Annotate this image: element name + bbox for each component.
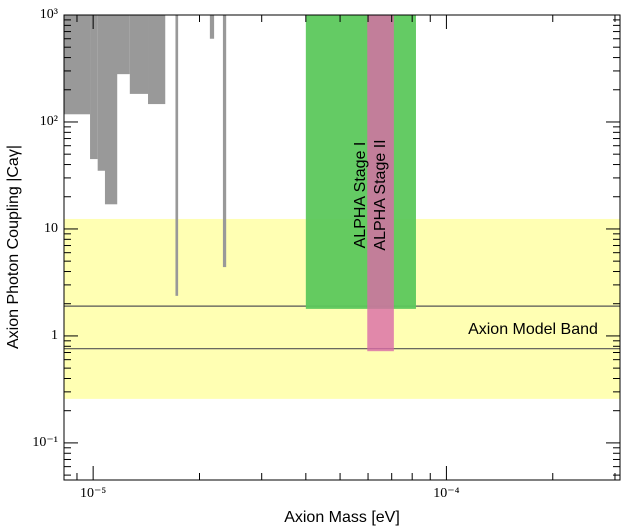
excluded-region [209, 15, 215, 39]
x-tick-label: 10⁻⁵ [80, 486, 106, 501]
y-tick-label: 10 [44, 221, 58, 236]
y-tick-label: 10² [40, 114, 58, 129]
excluded-region [222, 15, 227, 268]
sensitivity-region [305, 15, 416, 309]
y-tick-label: 10³ [40, 7, 58, 22]
x-axis-label: Axion Mass [eV] [284, 509, 400, 526]
y-tick-label: 10⁻¹ [32, 435, 58, 450]
sensitivity-region [367, 15, 394, 352]
x-tick-label: 10⁻⁴ [433, 486, 459, 501]
band-label: Axion Model Band [468, 321, 598, 338]
excluded-region [90, 15, 98, 160]
excluded-region [148, 15, 166, 105]
plot-frame [63, 14, 621, 481]
excluded-region [113, 15, 130, 75]
y-tick-label: 1 [51, 328, 58, 343]
region-label: ALPHA Stage I [352, 142, 369, 249]
excluded-region [129, 15, 149, 94]
y-axis-label: Axion Photon Coupling |Caγ| [5, 145, 22, 349]
excluded-region [64, 15, 91, 115]
region-label: ALPHA Stage II [372, 139, 389, 250]
excluded-region [175, 15, 179, 296]
